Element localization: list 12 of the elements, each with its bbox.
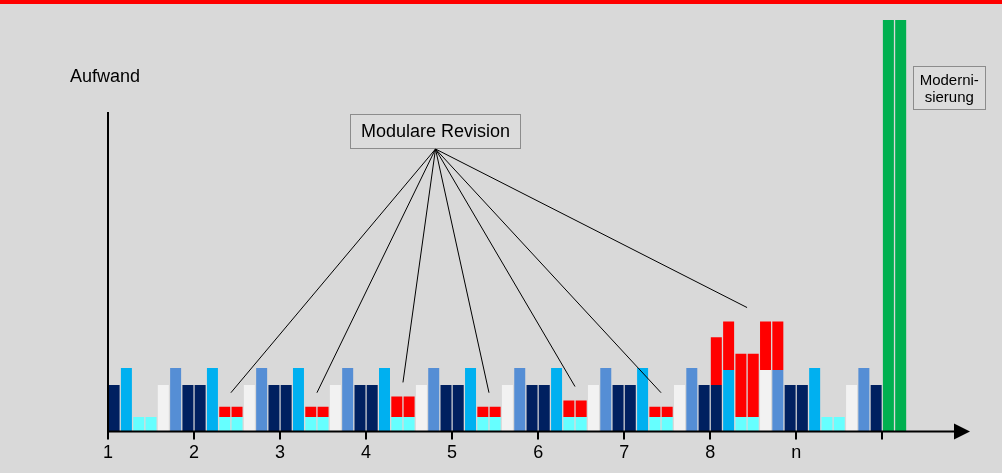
x-tick-label: 4 (361, 442, 372, 463)
annotation: Moderni- sierung (912, 66, 986, 110)
x-tick-label: 1 (102, 442, 114, 463)
x-tick-label: 7 (619, 442, 630, 463)
x-tick-label: 3 (275, 442, 286, 463)
x-tick-label: 8 (705, 442, 716, 463)
x-tick-label: 5 (447, 442, 458, 463)
annotation: Modulare Revision (350, 114, 522, 149)
x-tick-label: 2 (189, 442, 200, 463)
x-tick-label: n (791, 442, 802, 463)
y-axis-title: Aufwand (70, 66, 141, 87)
x-tick-label: 6 (533, 442, 544, 463)
